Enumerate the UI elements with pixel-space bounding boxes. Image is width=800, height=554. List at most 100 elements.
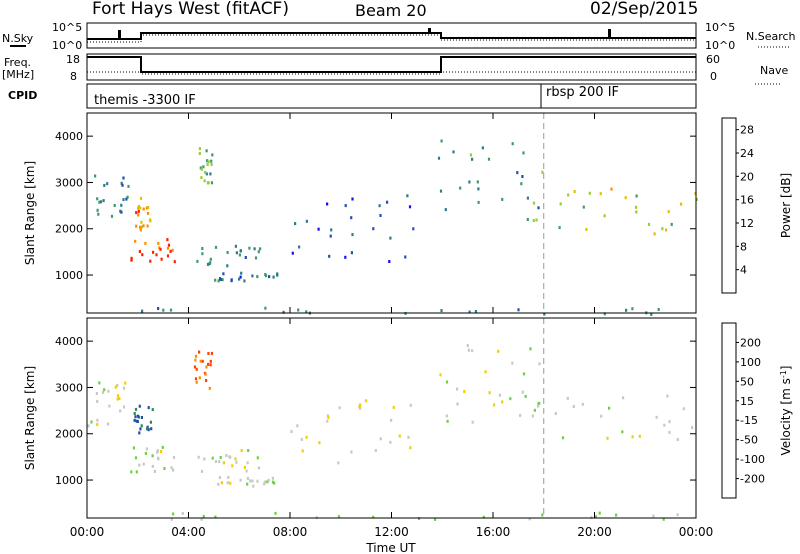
echo-cell bbox=[398, 434, 401, 438]
colorbar-tick-label: 50 bbox=[740, 375, 754, 388]
nsky-tick-top: 10^5 bbox=[52, 21, 82, 34]
echo-cell bbox=[477, 200, 480, 204]
echo-cell bbox=[488, 391, 491, 395]
echo-cell bbox=[219, 278, 222, 281]
freq-panel bbox=[86, 53, 697, 81]
colorbar-frame bbox=[721, 322, 737, 499]
echo-cell bbox=[638, 434, 641, 438]
echo-cell bbox=[330, 228, 333, 232]
echo-cell bbox=[455, 387, 459, 391]
echo-cell bbox=[160, 450, 163, 454]
colorbar-label: Velocity [m s-1] bbox=[779, 366, 794, 456]
echo-cell bbox=[210, 159, 213, 163]
echo-cell bbox=[676, 513, 679, 517]
echo-cell bbox=[326, 419, 329, 423]
echo-cell bbox=[162, 308, 165, 312]
echo-cell bbox=[137, 209, 140, 213]
echo-cell bbox=[256, 479, 259, 483]
echo-cell bbox=[222, 461, 225, 465]
echo-cell bbox=[198, 147, 201, 151]
echo-cell bbox=[634, 205, 638, 209]
echo-cell bbox=[358, 405, 361, 409]
echo-cell bbox=[528, 517, 531, 521]
echo-cell bbox=[234, 244, 237, 248]
echo-cell bbox=[670, 222, 673, 226]
echo-cell bbox=[406, 194, 409, 198]
echo-cell bbox=[142, 207, 145, 211]
echo-cell bbox=[667, 210, 670, 214]
echo-cell bbox=[240, 449, 243, 453]
echo-cell bbox=[239, 249, 242, 253]
echo-cell bbox=[541, 170, 544, 174]
echo-cell bbox=[207, 362, 210, 366]
echo-cell bbox=[90, 420, 93, 424]
plot-frame bbox=[86, 112, 697, 314]
echo-cell bbox=[567, 193, 570, 197]
echo-cell bbox=[172, 468, 175, 472]
echo-cell bbox=[482, 515, 485, 519]
echo-cell bbox=[172, 512, 175, 516]
echo-cell bbox=[139, 196, 143, 200]
echo-cell bbox=[146, 224, 149, 228]
echo-cell bbox=[218, 460, 221, 464]
echo-cell bbox=[266, 480, 269, 484]
panel-2: 1000 2000 3000 4000 Slant Range [km] 00:00 04:… bbox=[23, 317, 794, 539]
echo-cell bbox=[210, 163, 213, 166]
echo-cell bbox=[166, 246, 170, 250]
echo-cell bbox=[652, 514, 655, 518]
echo-cell bbox=[445, 414, 448, 418]
echo-cell bbox=[594, 515, 598, 519]
colorbar-tick-label: 4 bbox=[740, 264, 747, 277]
echo-cell bbox=[663, 423, 666, 427]
echo-cell bbox=[559, 202, 562, 206]
echo-cell bbox=[145, 206, 148, 210]
colorbar-tick-label: 200 bbox=[740, 336, 761, 349]
echo-cell bbox=[95, 392, 98, 395]
echo-cell bbox=[137, 206, 140, 210]
echo-cell bbox=[169, 308, 173, 312]
echo-cell bbox=[374, 449, 377, 452]
echo-cell bbox=[208, 386, 211, 390]
echo-cell bbox=[214, 245, 218, 249]
echo-cell bbox=[138, 404, 141, 408]
echo-cell bbox=[531, 414, 534, 418]
echo-cell bbox=[142, 224, 145, 228]
echo-cell bbox=[219, 456, 222, 459]
nsearch-tick-top: 10^5 bbox=[705, 21, 735, 34]
echo-cell bbox=[680, 202, 683, 206]
echo-cell bbox=[201, 359, 204, 363]
echo-cell bbox=[138, 431, 141, 435]
echo-cell bbox=[134, 239, 137, 243]
echo-cell bbox=[200, 469, 204, 473]
echo-cell bbox=[210, 181, 214, 185]
echo-cell bbox=[434, 517, 437, 521]
echo-cell bbox=[103, 388, 106, 392]
echo-cell bbox=[147, 406, 150, 410]
echo-cell bbox=[379, 437, 382, 441]
echo-cell bbox=[240, 271, 243, 275]
colorbar-label: Power [dB] bbox=[779, 173, 793, 238]
echo-cell bbox=[139, 427, 142, 431]
echo-cell bbox=[389, 236, 392, 240]
echo-cell bbox=[501, 400, 504, 404]
echo-cell bbox=[535, 218, 538, 222]
echo-cell bbox=[119, 409, 122, 413]
colorbar-label-superscript: -1 bbox=[779, 370, 788, 378]
echo-cell bbox=[682, 407, 685, 411]
echo-cell bbox=[392, 405, 395, 409]
echo-cell bbox=[152, 250, 155, 254]
echo-cell bbox=[101, 390, 105, 394]
echo-cell bbox=[608, 406, 611, 410]
echo-cell bbox=[256, 275, 259, 279]
echo-cell bbox=[526, 218, 529, 221]
echo-cell bbox=[351, 197, 354, 201]
echo-cell bbox=[600, 414, 603, 418]
echo-cell bbox=[156, 450, 159, 454]
echo-cell bbox=[635, 194, 638, 198]
echo-cell bbox=[466, 344, 469, 348]
colorbar-tick-label: 24 bbox=[740, 147, 754, 160]
echo-cell bbox=[246, 461, 249, 465]
echo-cell bbox=[537, 206, 540, 210]
echo-cell bbox=[252, 484, 255, 488]
